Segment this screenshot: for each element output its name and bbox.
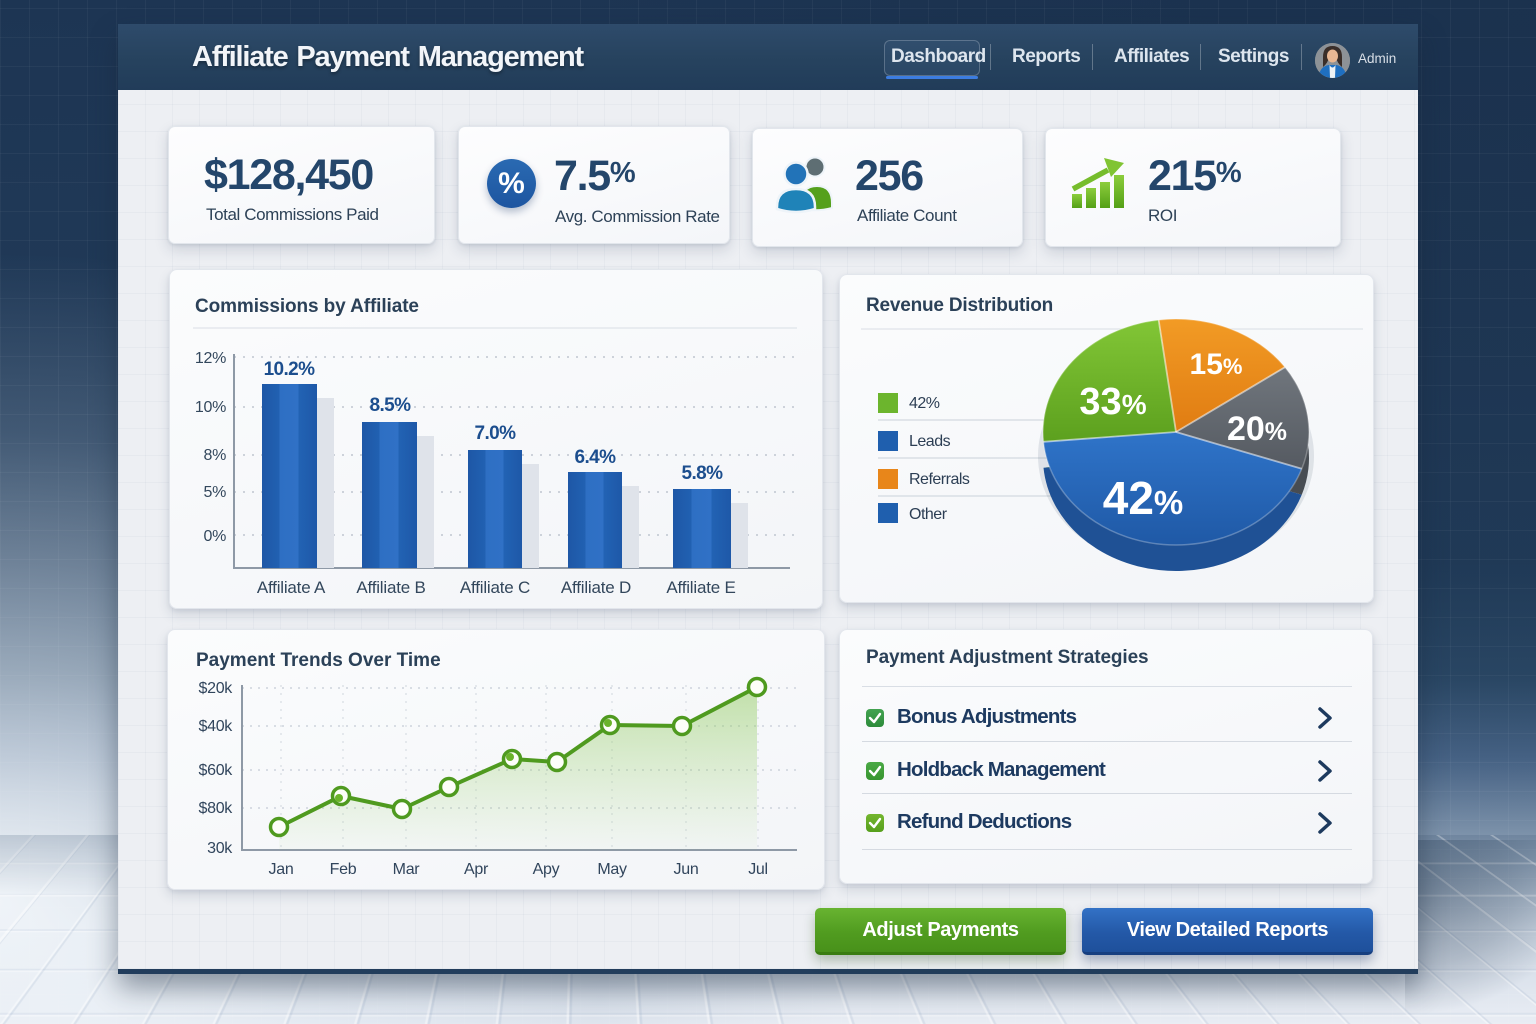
svg-text:Jul: Jul	[748, 861, 768, 878]
svg-text:Feb: Feb	[330, 861, 357, 878]
svg-text:Affiliate E: Affiliate E	[666, 578, 735, 597]
svg-text:Jun: Jun	[674, 861, 699, 878]
svg-text:Apr: Apr	[464, 861, 489, 878]
svg-text:0%: 0%	[203, 528, 226, 545]
svg-text:$80k: $80k	[199, 800, 234, 817]
svg-text:30k: 30k	[207, 840, 233, 857]
svg-text:10%: 10%	[195, 399, 226, 416]
svg-text:5%: 5%	[203, 484, 226, 501]
svg-text:15%: 15%	[1190, 348, 1243, 381]
svg-text:6.4%: 6.4%	[575, 447, 617, 468]
svg-text:Apy: Apy	[533, 861, 560, 878]
svg-text:Mar: Mar	[393, 861, 421, 878]
svg-text:Leads: Leads	[909, 433, 951, 450]
svg-text:7.0%: 7.0%	[475, 423, 517, 444]
svg-text:42%: 42%	[909, 395, 940, 412]
svg-text:Commissions by Affiliate: Commissions by Affiliate	[195, 296, 419, 317]
svg-text:Affiliate D: Affiliate D	[561, 578, 631, 597]
svg-text:Other: Other	[909, 506, 948, 523]
svg-text:5.8%: 5.8%	[682, 463, 724, 484]
svg-text:$60k: $60k	[199, 762, 234, 779]
svg-text:Affiliate B: Affiliate B	[356, 578, 425, 597]
svg-text:$40k: $40k	[199, 718, 234, 735]
svg-text:Affiliate C: Affiliate C	[460, 578, 530, 597]
svg-text:12%: 12%	[195, 350, 226, 367]
svg-text:10.2%: 10.2%	[264, 359, 316, 380]
svg-text:May: May	[597, 861, 627, 878]
svg-text:$20k: $20k	[199, 680, 234, 697]
svg-text:Jan: Jan	[269, 861, 294, 878]
svg-text:8%: 8%	[203, 447, 226, 464]
svg-text:Affiliate A: Affiliate A	[257, 578, 326, 597]
svg-text:Revenue Distribution: Revenue Distribution	[866, 295, 1053, 316]
svg-text:8.5%: 8.5%	[370, 395, 412, 416]
svg-text:Referrals: Referrals	[909, 471, 970, 488]
svg-text:Payment Trends Over Time: Payment Trends Over Time	[196, 650, 441, 671]
